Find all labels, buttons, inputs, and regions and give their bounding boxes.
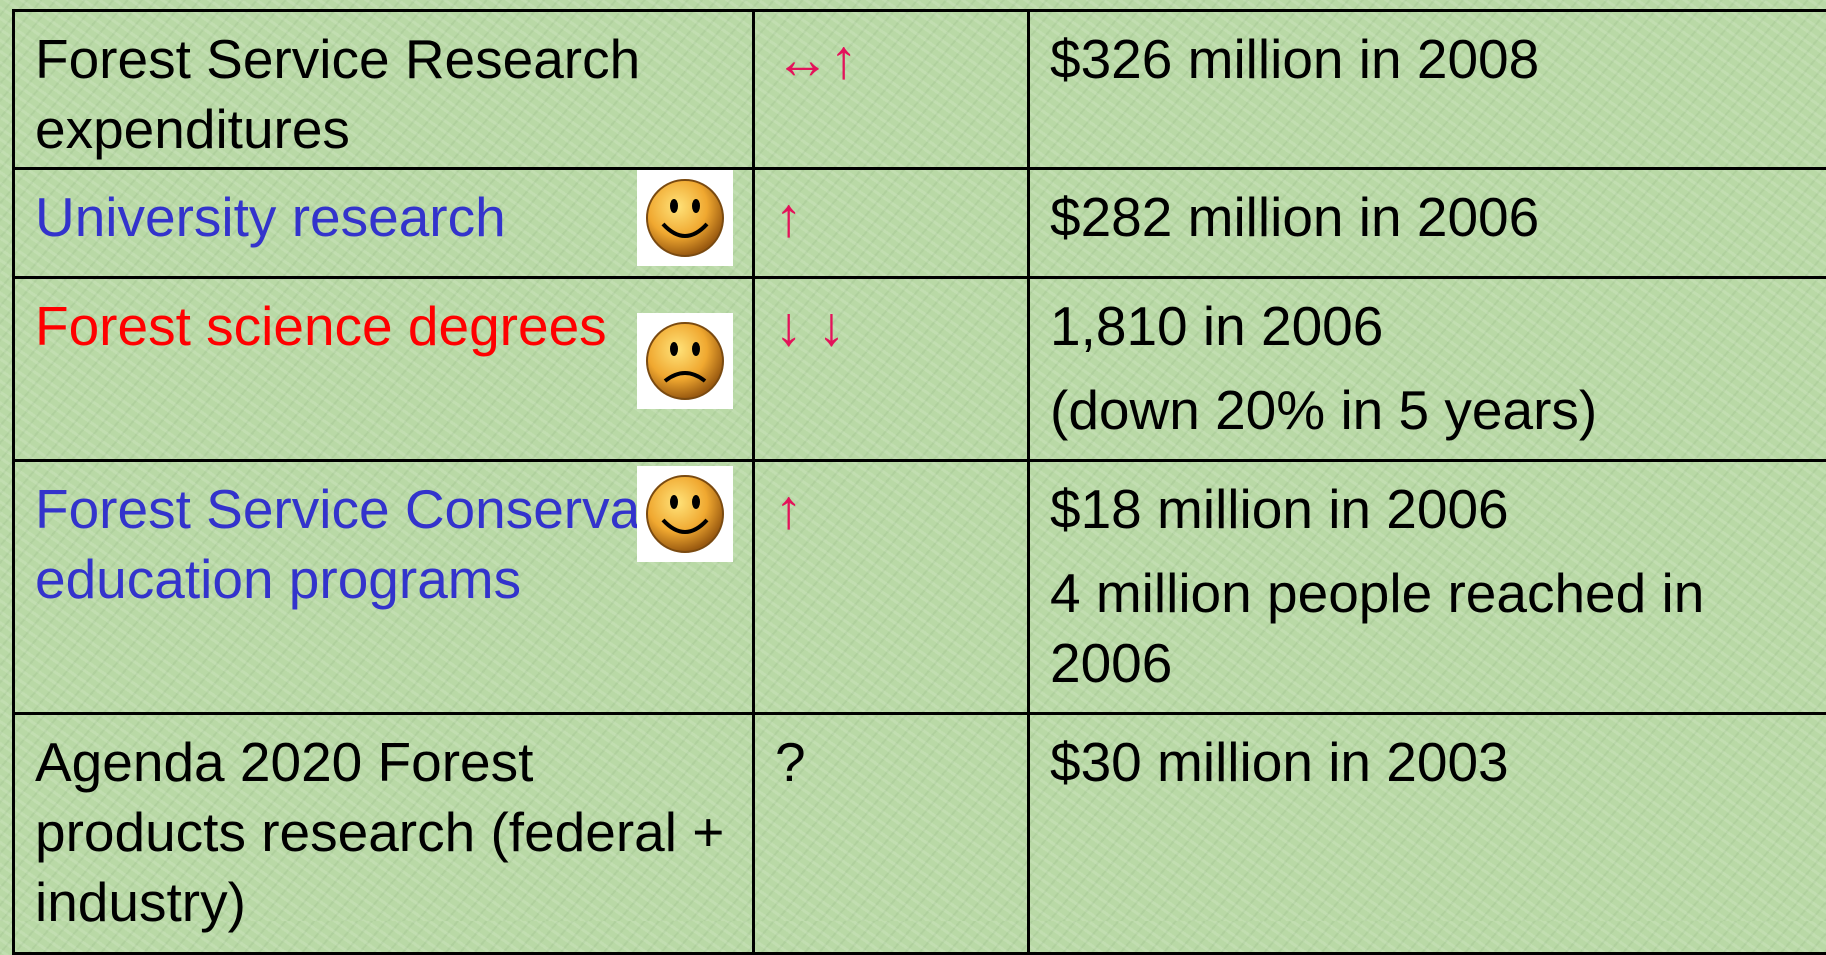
label: Forest science degrees [35, 295, 607, 357]
values: $326 million in 2008 [1029, 11, 1826, 169]
happy-face [637, 170, 733, 266]
value: 1,810 in 2006 [1050, 291, 1826, 361]
trend: ↓ ↓ [754, 278, 1029, 461]
value: 4 million people reached in 2006 [1050, 558, 1826, 698]
trend: ? [754, 714, 1029, 954]
values: $18 million in 2006 4 million people reac… [1029, 461, 1826, 714]
row: Forest Service Conservation education pr… [14, 461, 1826, 714]
row: Agenda 2020 Forest products research (fe… [14, 714, 1826, 954]
trend: ↔↑ [754, 11, 1029, 169]
value: $282 million in 2006 [1050, 182, 1826, 252]
label-cell: Forest Service Conservation education pr… [14, 461, 754, 714]
value: $326 million in 2008 [1050, 24, 1826, 94]
values: $282 million in 2006 [1029, 169, 1826, 278]
table: Forest Service Research expenditures ↔↑ … [12, 9, 1826, 955]
value: $30 million in 2003 [1050, 727, 1826, 797]
label: Forest Service Research expenditures [14, 11, 754, 169]
row: Forest science degrees ↓ ↓ 1,810 in 2006… [14, 278, 1826, 461]
values: 1,810 in 2006 (down 20% in 5 years) [1029, 278, 1826, 461]
label: Agenda 2020 Forest products research (fe… [14, 714, 754, 954]
row: Forest Service Research expenditures ↔↑ … [14, 11, 1826, 169]
label: University research [35, 186, 506, 248]
page: Forest Service Research expenditures ↔↑ … [0, 0, 1826, 921]
values: $30 million in 2003 [1029, 714, 1826, 954]
label: Forest Service Conservation education pr… [35, 478, 729, 610]
sad-face [637, 313, 733, 409]
label-cell: Forest science degrees [14, 278, 754, 461]
value: (down 20% in 5 years) [1050, 375, 1826, 445]
happy-face [637, 466, 733, 562]
value: $18 million in 2006 [1050, 474, 1826, 544]
trend: ↑ [754, 461, 1029, 714]
row: University research ↑ $282 million in 20… [14, 169, 1826, 278]
trend: ↑ [754, 169, 1029, 278]
label-cell: University research [14, 169, 754, 278]
